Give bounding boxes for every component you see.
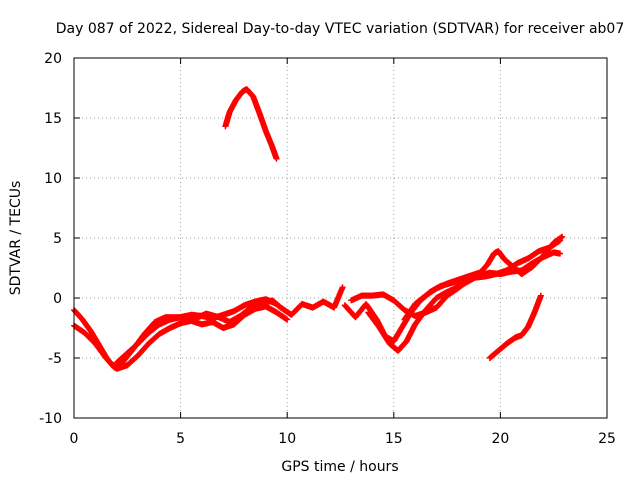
data-series-track-b [71,303,291,372]
x-tick-label: 5 [176,431,185,447]
data-point [557,250,564,257]
grid-lines [74,58,607,418]
x-tick-label: 20 [491,431,509,447]
x-tick-label: 0 [70,431,79,447]
plot-area-frame [73,57,608,419]
data-point [559,233,566,240]
y-tick-label: 20 [44,51,62,67]
data-point [537,292,544,299]
data-point [339,284,346,291]
y-tick-label: -10 [39,411,62,427]
y-tick-label: -5 [48,351,62,367]
x-tick-label: 25 [598,431,616,447]
data-point [476,269,483,276]
y-tick-label: 0 [53,291,62,307]
data-point [273,155,280,162]
data-series-track-c [113,296,280,366]
axis-tick-labels: 0 5 10 15 20 25 -10 -5 0 5 10 15 20 [39,51,616,447]
data-series [71,86,566,372]
x-tick-label: 15 [385,431,403,447]
data-series-track-h [401,269,483,323]
data-series-track-d [222,86,280,162]
x-axis-label: GPS time / hours [281,459,398,475]
data-point [273,301,280,307]
y-tick-label: 5 [53,231,62,247]
data-point [284,316,291,323]
x-tick-label: 10 [278,431,296,447]
y-tick-label: 15 [44,111,62,127]
chart-title: Day 087 of 2022, Sidereal Day-to-day VTE… [56,21,625,37]
y-tick-label: 10 [44,171,62,187]
y-axis-label: SDTVAR / TECUs [8,181,24,296]
data-series-track-i [486,292,544,361]
